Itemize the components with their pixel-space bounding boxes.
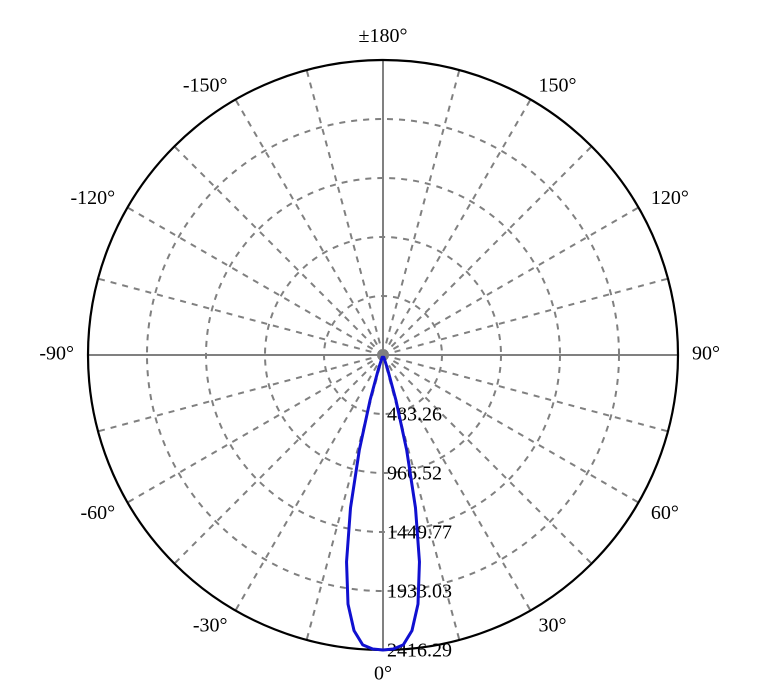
grid-spoke [174, 146, 383, 355]
angle-label: -90° [39, 343, 74, 365]
radial-label: 2416.29 [387, 640, 452, 662]
grid-spoke [174, 355, 383, 564]
grid-spoke [128, 208, 383, 356]
grid-spoke [383, 70, 459, 355]
grid-spoke [383, 146, 592, 355]
angle-label: -120° [70, 187, 115, 209]
angle-label: 0° [374, 663, 392, 685]
grid-spoke [383, 279, 668, 355]
grid-spoke [236, 355, 384, 610]
radial-labels: 483.26966.521449.771933.032416.29 [387, 404, 452, 662]
grid-spoke [128, 355, 383, 503]
angle-label: -30° [193, 614, 228, 636]
polar-grid [88, 60, 678, 650]
angle-label: ±180° [359, 25, 408, 47]
angle-label: 120° [651, 187, 689, 209]
polar-chart: ±180° 150° 120° 90° 60° 30° 0° -30° -60° -90° -120… [0, 0, 766, 699]
grid-spoke [236, 100, 384, 355]
grid-spoke [383, 208, 638, 356]
grid-spoke [383, 100, 531, 355]
grid-spoke [307, 70, 383, 355]
angle-label: 60° [651, 502, 679, 524]
angle-label: 30° [539, 614, 567, 636]
radial-label: 966.52 [387, 463, 442, 485]
angle-label: 150° [539, 75, 577, 97]
angle-label: -60° [80, 502, 115, 524]
radial-label: 483.26 [387, 404, 442, 426]
grid-spoke [98, 279, 383, 355]
angle-label: 90° [692, 343, 720, 365]
grid-spoke [98, 355, 383, 431]
radial-label: 1449.77 [387, 522, 452, 544]
angle-label: -150° [183, 75, 228, 97]
